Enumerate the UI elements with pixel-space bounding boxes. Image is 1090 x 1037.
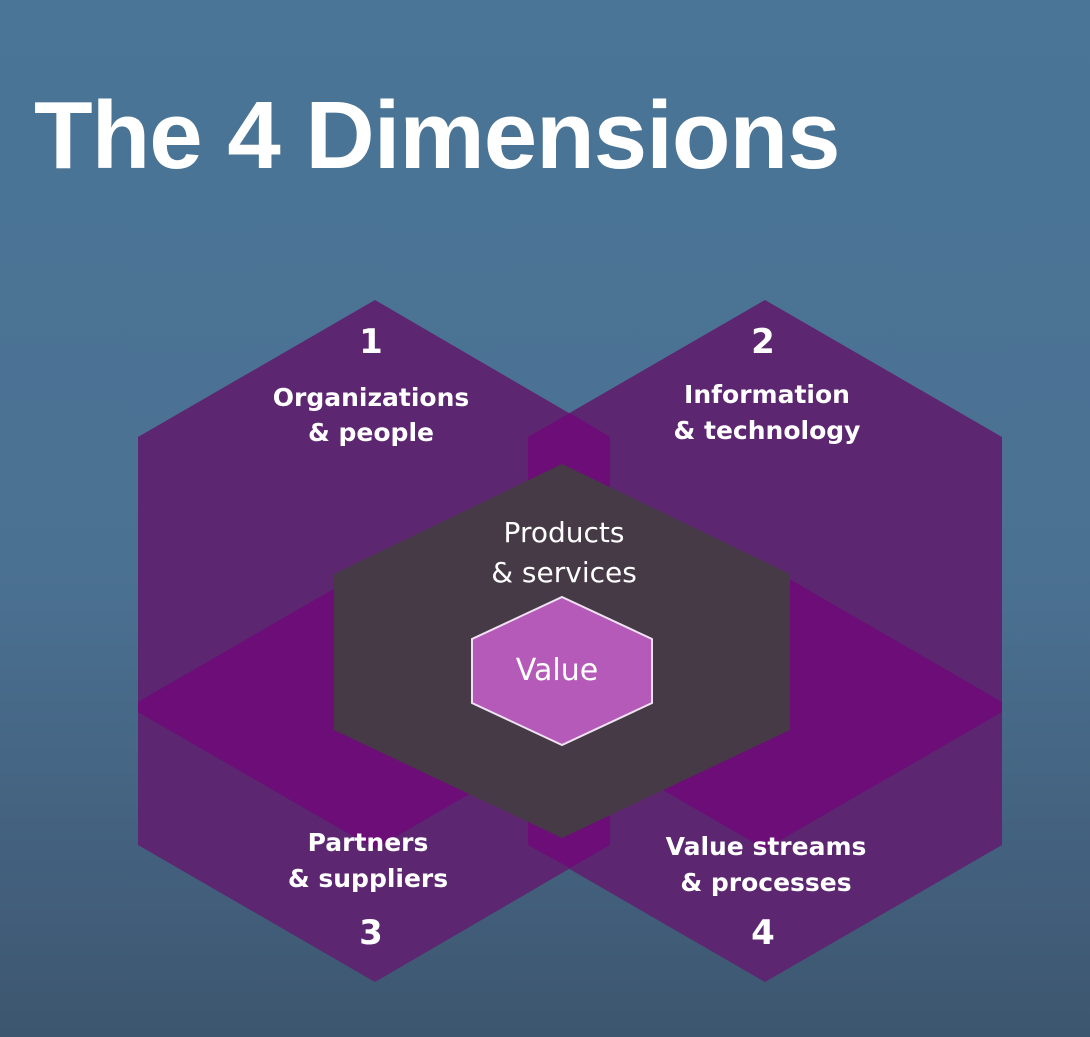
- core-label-line1: Products: [504, 516, 625, 549]
- dimension-3-number: 3: [359, 913, 383, 953]
- dimension-1-number: 1: [359, 322, 383, 362]
- value-hex: [471, 595, 653, 747]
- slide-title: The 4 Dimensions: [34, 82, 841, 189]
- dimension-3-label-line1: Partners: [308, 828, 429, 857]
- dimension-2-number: 2: [751, 322, 775, 362]
- dimension-2-label-line1: Information: [684, 380, 850, 409]
- dimension-2-label-line2: & technology: [674, 416, 861, 445]
- dimension-4-label-line2: & processes: [680, 868, 851, 897]
- dimension-4-number: 4: [751, 913, 775, 953]
- dimension-3-label-line2: & suppliers: [288, 864, 448, 893]
- dimension-1-label-line2: & people: [308, 418, 434, 447]
- value-label: Value: [516, 653, 598, 688]
- core-label-line2: & services: [491, 556, 637, 589]
- dimension-1-label-line1: Organizations: [273, 383, 470, 412]
- dimension-4-label-line1: Value streams: [666, 832, 867, 861]
